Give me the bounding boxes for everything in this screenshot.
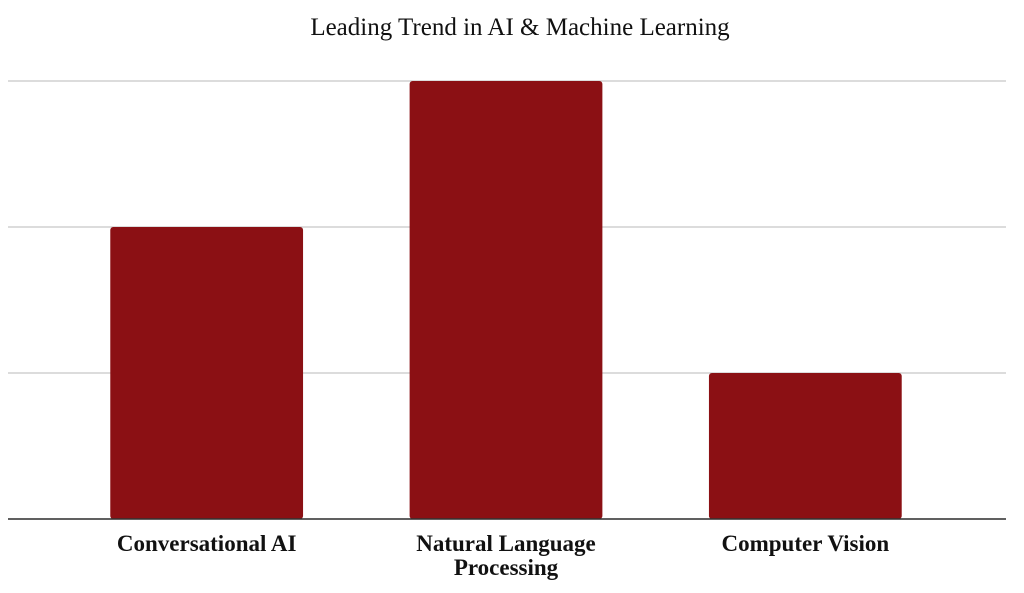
chart-title: Leading Trend in AI & Machine Learning bbox=[310, 14, 730, 41]
bar bbox=[110, 227, 304, 519]
bar bbox=[409, 81, 603, 519]
x-tick-label: Natural Language Processing bbox=[416, 531, 596, 580]
bar bbox=[708, 373, 902, 519]
x-tick-label: Conversational AI bbox=[116, 531, 297, 556]
x-tick-label: Computer Vision bbox=[721, 531, 890, 556]
